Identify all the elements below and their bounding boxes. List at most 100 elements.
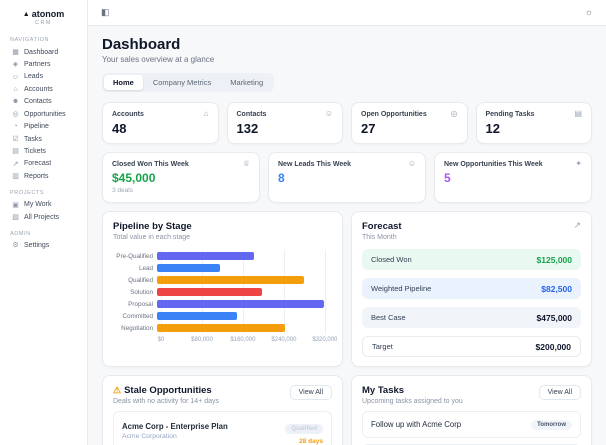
logo-text: atonom xyxy=(31,9,65,19)
tab-marketing[interactable]: Marketing xyxy=(230,78,264,87)
panel-subtitle: This Month xyxy=(362,234,397,241)
pipeline-icon: ◔ xyxy=(13,123,18,131)
building-icon: ⌂ xyxy=(203,109,209,118)
chart-tick-label: $160,000 xyxy=(230,337,256,343)
kpi-label: Open Opportunities xyxy=(361,110,427,118)
sidebar-section-navigation: Navigation ▦ Dashboard ◈ Partners ☺ Lead… xyxy=(0,37,87,183)
stat-card-new-opportunities: New Opportunities This Week ✦ 5 xyxy=(434,152,592,203)
sidebar-item-opportunities[interactable]: ◎ Opportunities xyxy=(9,108,78,120)
logo-icon: ▲ xyxy=(22,10,30,18)
task-row[interactable]: Follow up with Acme Corp Tomorrow xyxy=(362,411,581,438)
sidebar-item-my-work[interactable]: ▣ My Work xyxy=(9,199,78,211)
sidebar-item-reports[interactable]: ▥ Reports xyxy=(9,170,78,182)
chart-row: Solution xyxy=(113,286,332,298)
due-badge: Tomorrow xyxy=(531,419,572,430)
app-logo: ▲ atonom CRM xyxy=(0,7,87,30)
chart-bar xyxy=(157,311,237,321)
sidebar-section-admin: Admin ⚙ Settings xyxy=(0,231,87,252)
chart-category-label: Qualified xyxy=(128,276,153,284)
pipeline-panel: Pipeline by Stage Total value in each st… xyxy=(102,211,343,367)
panel-subtitle: Total value in each stage xyxy=(113,234,191,241)
sidebar-item-leads[interactable]: ☺ Leads xyxy=(9,71,78,83)
person-icon: ☺ xyxy=(324,109,333,118)
chart-bar-track xyxy=(157,275,330,285)
sidebar-item-label: Partners xyxy=(24,60,51,68)
chart-row: Pre-Qualified xyxy=(113,250,332,262)
kpi-card-pending-tasks: Pending Tasks ▤ 12 xyxy=(475,102,592,144)
chart-category-label: Solution xyxy=(130,288,153,296)
panel-subtitle: Upcoming tasks assigned to you xyxy=(362,398,463,405)
sidebar-item-label: Opportunities xyxy=(24,110,66,118)
kpi-label: Pending Tasks xyxy=(485,110,535,118)
theme-toggle-icon[interactable]: ☼ xyxy=(584,7,593,17)
task-title: Follow up with Acme Corp xyxy=(371,420,462,429)
sidebar-item-accounts[interactable]: ⌂ Accounts xyxy=(9,83,78,95)
sidebar-item-pipeline[interactable]: ◔ Pipeline xyxy=(9,121,78,133)
topbar: ◧ ☼ xyxy=(88,0,606,26)
chart-gridline xyxy=(324,250,326,334)
section-label: Navigation xyxy=(10,37,50,43)
chart-row: Lead xyxy=(113,262,332,274)
sidebar-item-label: Leads xyxy=(24,73,44,81)
leads-icon: ☺ xyxy=(11,73,20,81)
chart-row: Proposal xyxy=(113,298,332,310)
sidebar-item-partners[interactable]: ◈ Partners xyxy=(9,58,78,70)
kpi-card-accounts: Accounts ⌂ 48 xyxy=(102,102,219,144)
sidebar-item-forecast[interactable]: ↗ Forecast xyxy=(9,158,78,170)
sidebar-item-label: Reports xyxy=(24,172,49,180)
sidebar-item-tasks[interactable]: ☑ Tasks xyxy=(9,133,78,145)
chart-gridline xyxy=(283,250,285,334)
forecast-value: $475,000 xyxy=(536,312,572,323)
forecast-row-best-case: Best Case $475,000 xyxy=(362,307,581,328)
sidebar-item-label: Accounts xyxy=(24,85,53,93)
tab-bar: Home Company Metrics Marketing xyxy=(102,73,275,92)
middle-row: Pipeline by Stage Total value in each st… xyxy=(102,211,592,367)
opportunities-icon: ◎ xyxy=(12,110,19,118)
accounts-icon: ⌂ xyxy=(13,86,18,94)
kpi-value: 12 xyxy=(485,121,500,136)
kpi-label: Contacts xyxy=(236,110,267,118)
stat-label: New Opportunities This Week xyxy=(444,160,543,168)
panel-title: ⚠ Stale Opportunities xyxy=(113,385,219,396)
panel-subtitle: Deals with no activity for 14+ days xyxy=(113,398,220,405)
sidebar-toggle-icon[interactable]: ◧ xyxy=(101,7,110,17)
view-all-button[interactable]: View All xyxy=(289,385,332,400)
sidebar-section-projects: Projects ▣ My Work ▧ All Projects xyxy=(0,190,87,224)
forecast-label: Best Case xyxy=(371,313,406,322)
days-stale: 28 days xyxy=(299,438,323,445)
tickets-icon: ▤ xyxy=(12,148,19,156)
tab-company-metrics[interactable]: Company Metrics xyxy=(152,78,212,87)
chart-category-label: Lead xyxy=(138,264,153,272)
sidebar-item-settings[interactable]: ⚙ Settings xyxy=(9,240,78,252)
contacts-icon: ☻ xyxy=(11,98,20,106)
trophy-icon: ♕ xyxy=(242,159,250,168)
panel-title: My Tasks xyxy=(362,385,405,396)
target-icon: ◎ xyxy=(450,109,458,118)
sidebar-item-dashboard[interactable]: ▦ Dashboard xyxy=(9,46,78,58)
chart-bar-track xyxy=(157,299,330,309)
stat-label: Closed Won This Week xyxy=(112,160,189,168)
view-all-button[interactable]: View All xyxy=(538,385,581,400)
stat-label: New Leads This Week xyxy=(278,160,352,168)
section-label: Projects xyxy=(10,189,45,196)
chart-bar xyxy=(157,323,286,333)
bottom-row: ⚠ Stale Opportunities Deals with no acti… xyxy=(102,375,592,445)
sidebar-item-tickets[interactable]: ▤ Tickets xyxy=(9,146,78,158)
chart-category-label: Committed xyxy=(122,312,153,320)
forecast-label: Weighted Pipeline xyxy=(371,284,432,293)
panel-title: Forecast xyxy=(362,221,402,232)
tab-home[interactable]: Home xyxy=(104,75,143,90)
sidebar-item-contacts[interactable]: ☻ Contacts xyxy=(9,96,78,108)
folder-icon: ▧ xyxy=(12,213,19,221)
sidebar-item-all-projects[interactable]: ▧ All Projects xyxy=(9,211,78,223)
stat-subtext: 3 deals xyxy=(112,187,133,194)
stale-opportunity-row[interactable]: Acme Corp - Enterprise Plan Acme Corpora… xyxy=(113,411,332,445)
chart-row: Negotiation xyxy=(113,322,332,334)
kpi-value: 27 xyxy=(361,121,376,136)
chart-tick-label: $0 xyxy=(157,337,165,343)
chart-x-axis: $0 $80,000 $160,000 $240,000 $320,000 xyxy=(157,334,338,344)
main-area: ◧ ☼ Dashboard Your sales overview at a g… xyxy=(88,0,606,445)
panel-title: Pipeline by Stage xyxy=(113,221,192,232)
opportunity-company: Acme Corporation xyxy=(122,433,177,440)
page-title: Dashboard xyxy=(102,36,181,53)
